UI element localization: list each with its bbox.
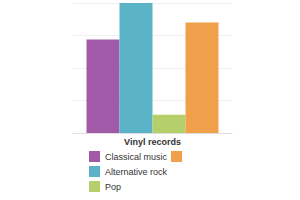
svg-text:Pop: Pop [105, 182, 121, 192]
svg-text:Vinyl records: Vinyl records [124, 137, 181, 147]
svg-text:Classical music: Classical music [105, 152, 168, 162]
svg-text:Alternative rock: Alternative rock [105, 167, 168, 177]
